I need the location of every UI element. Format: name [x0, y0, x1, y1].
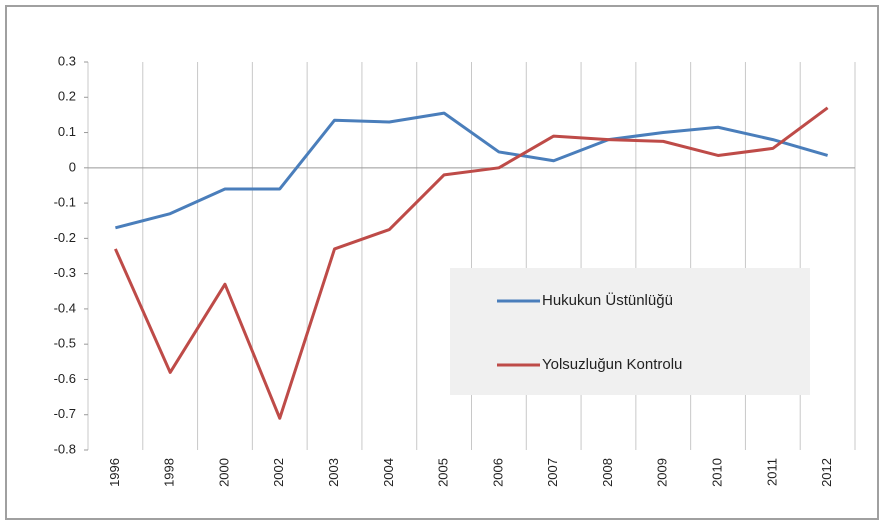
x-tick-label: 2005 [436, 458, 451, 487]
y-tick-label: -0.4 [54, 300, 76, 315]
x-tick-label: 2002 [271, 458, 286, 487]
y-tick-label: 0 [69, 159, 76, 174]
legend-label: Hukukun Üstünlüğü [542, 291, 673, 309]
y-tick-label: -0.2 [54, 230, 76, 245]
x-tick-label: 2009 [655, 458, 670, 487]
x-tick-label: 2008 [600, 458, 615, 487]
x-tick-label: 2000 [216, 458, 231, 487]
y-tick-label: -0.6 [54, 371, 76, 386]
x-tick-label: 2006 [490, 458, 505, 487]
chart-frame [5, 5, 879, 520]
y-tick-label: -0.8 [54, 441, 76, 456]
x-tick-label: 2010 [709, 458, 724, 487]
y-tick-label: 0.2 [58, 89, 76, 104]
x-tick-label: 2003 [326, 458, 341, 487]
legend-box [450, 268, 810, 395]
x-tick-label: 1998 [162, 458, 177, 487]
line-series [114, 106, 829, 420]
y-tick-label: -0.7 [54, 406, 76, 421]
x-tick-label: 2012 [819, 458, 834, 487]
x-tick-label: 1996 [107, 458, 122, 487]
line-series [115, 111, 829, 230]
x-tick-label: 2007 [545, 458, 560, 487]
y-tick-label: 0.1 [58, 124, 76, 139]
y-tick-label: -0.1 [54, 195, 76, 210]
x-tick-label: 2011 [764, 458, 779, 486]
y-tick-label: 0.3 [58, 53, 76, 68]
x-tick-label: 2004 [381, 458, 396, 487]
legend-label: Yolsuzluğun Kontrolu [542, 356, 682, 373]
y-tick-label: -0.5 [54, 336, 76, 351]
y-tick-label: -0.3 [54, 265, 76, 280]
